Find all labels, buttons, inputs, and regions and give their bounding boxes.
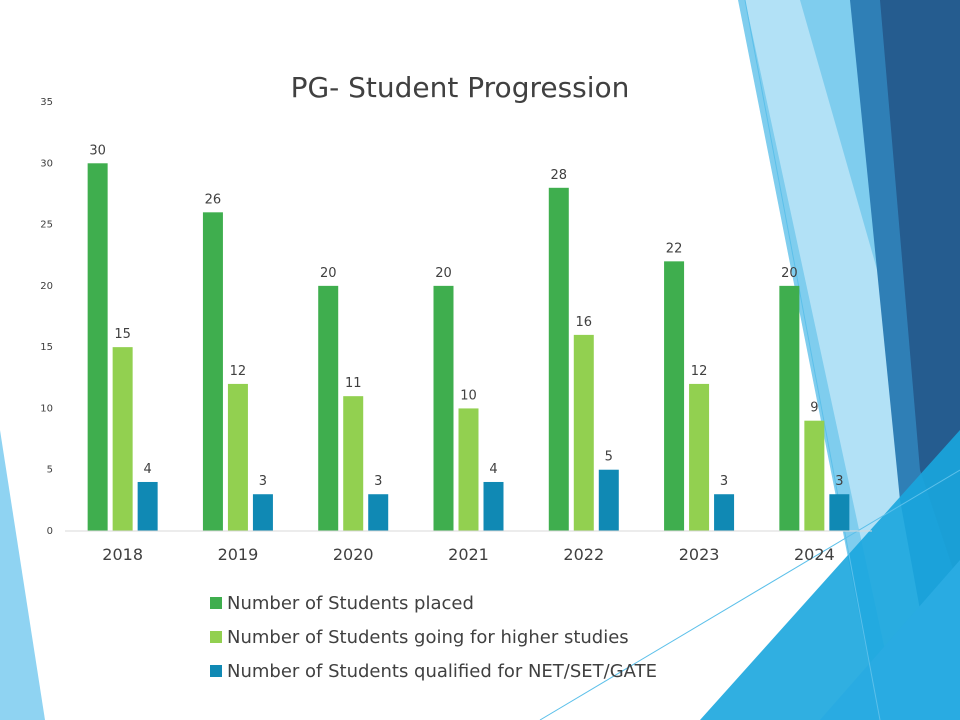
y-tick-label: 10 (40, 403, 53, 414)
bar-2020-series-1 (318, 285, 339, 531)
x-tick-label: 2023 (679, 545, 720, 564)
data-label: 22 (666, 241, 683, 256)
y-tick-label: 20 (40, 281, 53, 292)
bar-2022-series-1 (548, 187, 569, 532)
legend-entry: Number of Students placed (227, 593, 474, 614)
bar-2024-series-2 (804, 420, 825, 531)
left-edge-accent-shape (0, 430, 45, 720)
y-tick-label: 15 (40, 342, 53, 353)
bar-2023-series-2 (689, 383, 710, 531)
data-labels-group: 30 15 4 26 12 3 20 11 3 20 10 4 28 16 5 22 12 3 20 9 3 (89, 143, 843, 489)
bar-2021-series-3 (483, 481, 504, 531)
y-tick-label: 25 (40, 220, 53, 231)
bar-2023-series-3 (714, 494, 735, 531)
data-label: 4 (144, 462, 152, 477)
y-tick-label: 5 (47, 465, 53, 476)
bar-2021-series-2 (458, 408, 479, 531)
decor-line-2 (539, 469, 960, 720)
data-label: 10 (460, 388, 477, 403)
legend-swatch (210, 597, 222, 609)
data-label: 4 (489, 462, 497, 477)
bar-2019-series-3 (252, 494, 273, 531)
bar-2018-series-1 (87, 163, 108, 532)
legend-swatch (210, 665, 222, 677)
data-label: 12 (691, 364, 708, 379)
bar-2020-series-3 (368, 494, 389, 531)
x-tick-label: 2020 (333, 545, 374, 564)
legend-entry: Number of Students qualified for NET/SET… (227, 661, 657, 682)
bar-2018-series-3 (137, 481, 158, 531)
bar-2019-series-1 (202, 212, 223, 532)
x-tick-label: 2022 (563, 545, 604, 564)
data-label: 3 (720, 474, 728, 489)
bar-2019-series-2 (227, 383, 248, 531)
data-label: 3 (374, 474, 382, 489)
data-label: 28 (551, 168, 568, 183)
chart-title: PG- Student Progression (291, 71, 630, 104)
data-label: 16 (576, 315, 593, 330)
data-label: 3 (835, 474, 843, 489)
bottom-right-bright-shape (820, 560, 960, 720)
bar-2024-series-1 (779, 285, 800, 531)
x-tick-label: 2024 (794, 545, 835, 564)
bar-2018-series-2 (112, 347, 133, 531)
x-tick-label: 2018 (102, 545, 143, 564)
bar-2024-series-3 (829, 494, 850, 531)
bar-2023-series-1 (664, 261, 685, 531)
data-label: 20 (320, 266, 337, 281)
bar-2020-series-2 (343, 396, 364, 531)
bars-group (87, 163, 850, 532)
data-label: 26 (205, 192, 222, 207)
data-label: 30 (89, 143, 106, 158)
decor-line-1 (744, 0, 881, 720)
data-label: 15 (114, 327, 131, 342)
legend-swatch (210, 631, 222, 643)
data-label: 11 (345, 376, 362, 391)
x-tick-label: 2019 (218, 545, 259, 564)
data-label: 12 (230, 364, 247, 379)
bar-2021-series-1 (433, 285, 454, 531)
y-tick-label: 35 (40, 97, 53, 108)
bar-2022-series-2 (573, 334, 594, 531)
y-axis: 0 5 10 15 20 25 30 35 (40, 97, 53, 537)
data-label: 3 (259, 474, 267, 489)
right-dark-blue-shape (880, 0, 960, 590)
data-label: 9 (810, 401, 818, 416)
bar-2022-series-3 (598, 469, 619, 531)
legend-entry: Number of Students going for higher stud… (227, 627, 629, 648)
legend: Number of Students placed Number of Stude… (210, 593, 657, 682)
x-tick-label: 2021 (448, 545, 489, 564)
data-label: 20 (435, 266, 452, 281)
y-tick-label: 30 (40, 158, 53, 169)
y-tick-label: 0 (47, 526, 53, 537)
data-label: 5 (605, 450, 613, 465)
data-label: 20 (781, 266, 798, 281)
x-axis: 2018 2019 2020 2021 2022 2023 2024 (102, 545, 834, 564)
